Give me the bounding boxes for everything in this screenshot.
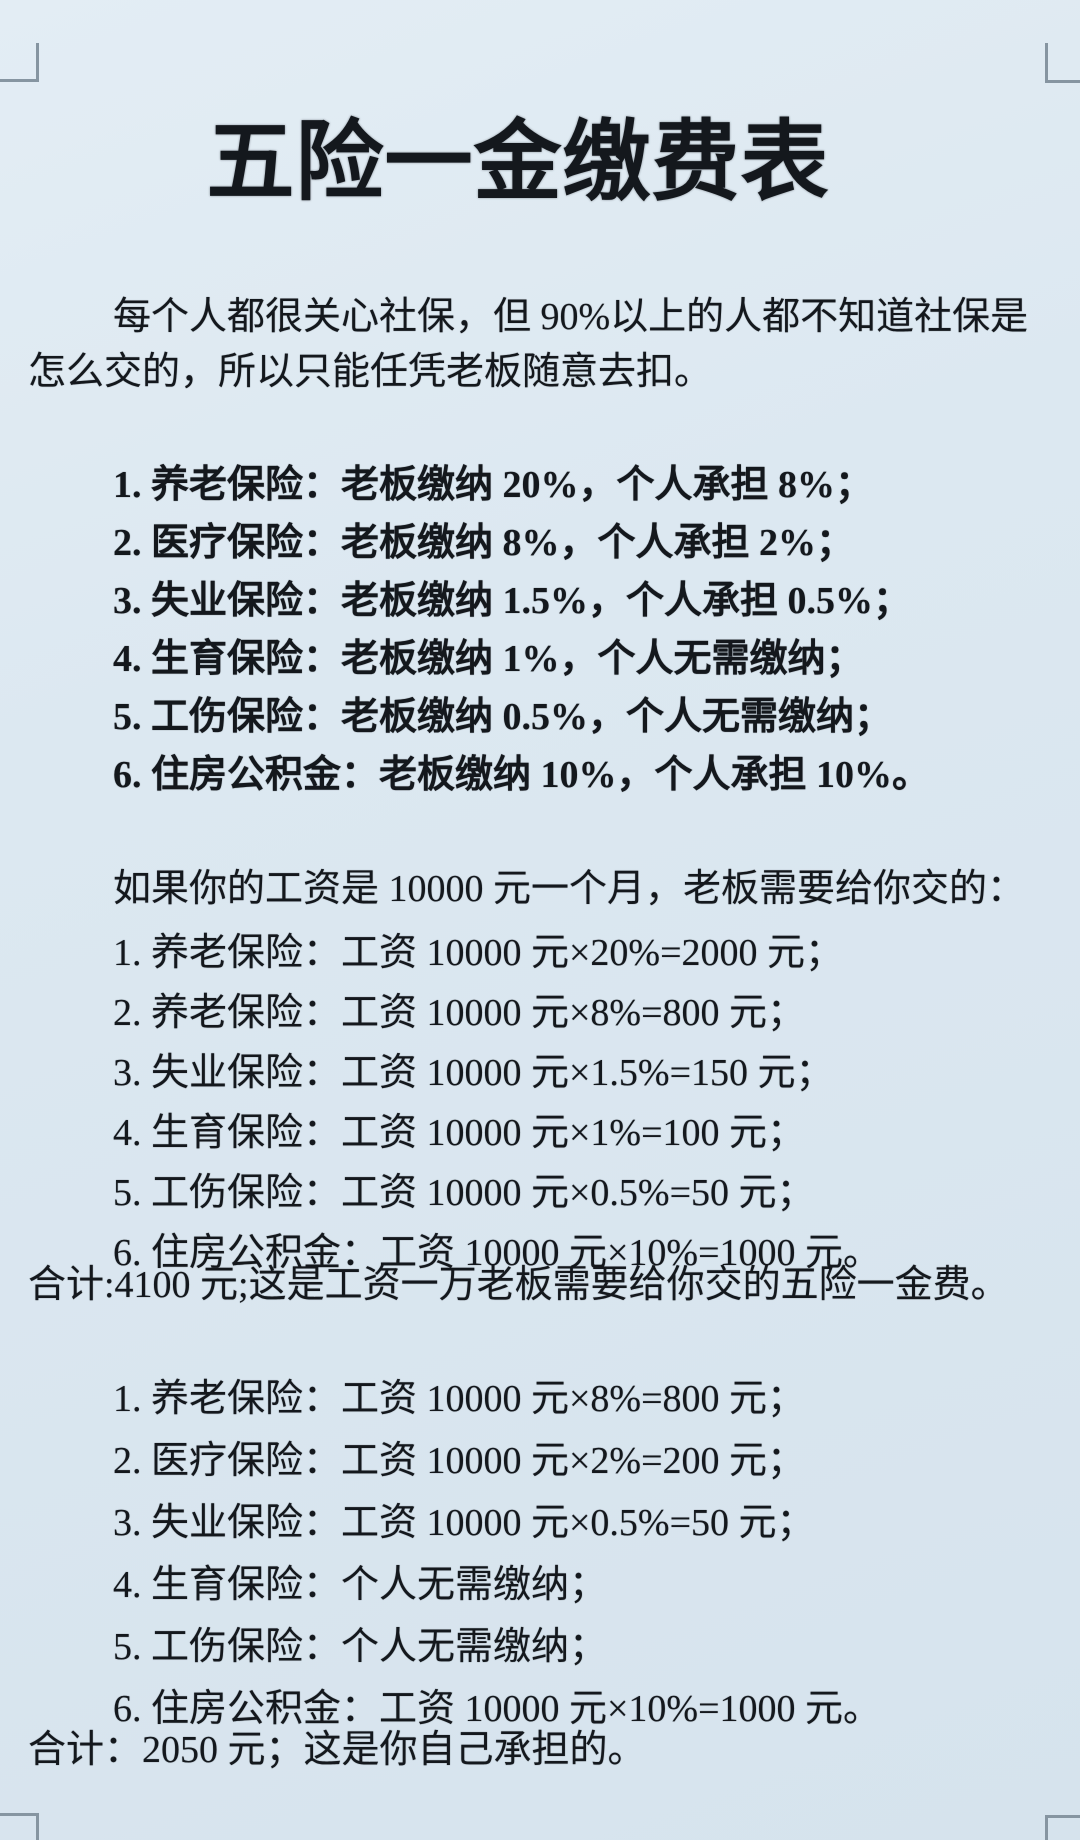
margin-mark-top-right xyxy=(1045,43,1080,83)
employer-item-4: 4. 生育保险：工资 10000 元×1%=100 元； xyxy=(113,1112,806,1154)
personal-item-1: 1. 养老保险：工资 10000 元×8%=800 元； xyxy=(113,1378,806,1420)
personal-item-5: 5. 工伤保险：个人无需缴纳； xyxy=(113,1626,608,1668)
rates-item-2: 2. 医疗保险：老板缴纳 8%，个人承担 2%； xyxy=(113,522,855,564)
page-title: 五险一金缴费表 xyxy=(206,115,830,212)
rates-item-6: 6. 住房公积金：老板缴纳 10%，个人承担 10%。 xyxy=(113,754,931,796)
employer-item-5: 5. 工伤保险：工资 10000 元×0.5%=50 元； xyxy=(113,1172,815,1214)
personal-item-6: 6. 住房公积金：工资 10000 元×10%=1000 元。 xyxy=(113,1688,882,1730)
intro-line-1: 每个人都很关心社保，但 90%以上的人都不知道社保是 xyxy=(113,296,1029,338)
rates-item-3: 3. 失业保险：老板缴纳 1.5%，个人承担 0.5%； xyxy=(113,580,912,622)
personal-item-4: 4. 生育保险：个人无需缴纳； xyxy=(113,1564,608,1606)
personal-item-2: 2. 医疗保险：工资 10000 元×2%=200 元； xyxy=(113,1440,806,1482)
margin-mark-bottom-left xyxy=(0,1813,39,1840)
employer-total: 合计:4100 元;这是工资一万老板需要给你交的五险一金费。 xyxy=(28,1264,1009,1306)
employer-item-3: 3. 失业保险：工资 10000 元×1.5%=150 元； xyxy=(113,1052,834,1094)
rates-item-4: 4. 生育保险：老板缴纳 1%，个人无需缴纳； xyxy=(113,638,864,680)
personal-total: 合计：2050 元；这是你自己承担的。 xyxy=(28,1729,646,1771)
employer-item-2: 2. 养老保险：工资 10000 元×8%=800 元； xyxy=(113,992,806,1034)
margin-mark-top-left xyxy=(0,43,39,82)
rates-item-1: 1. 养老保险：老板缴纳 20%，个人承担 8%； xyxy=(113,464,874,506)
margin-mark-bottom-right xyxy=(1045,1815,1080,1840)
personal-item-3: 3. 失业保险：工资 10000 元×0.5%=50 元； xyxy=(113,1502,815,1544)
rates-item-5: 5. 工伤保险：老板缴纳 0.5%，个人无需缴纳； xyxy=(113,696,893,738)
employer-item-1: 1. 养老保险：工资 10000 元×20%=2000 元； xyxy=(113,932,844,974)
employer-item-6: 6. 住房公积金：工资 10000 元×10%=1000 元。 xyxy=(113,1232,882,1274)
employer-intro: 如果你的工资是 10000 元一个月，老板需要给你交的： xyxy=(113,868,1026,910)
intro-line-2: 怎么交的，所以只能任凭老板随意去扣。 xyxy=(28,351,713,393)
